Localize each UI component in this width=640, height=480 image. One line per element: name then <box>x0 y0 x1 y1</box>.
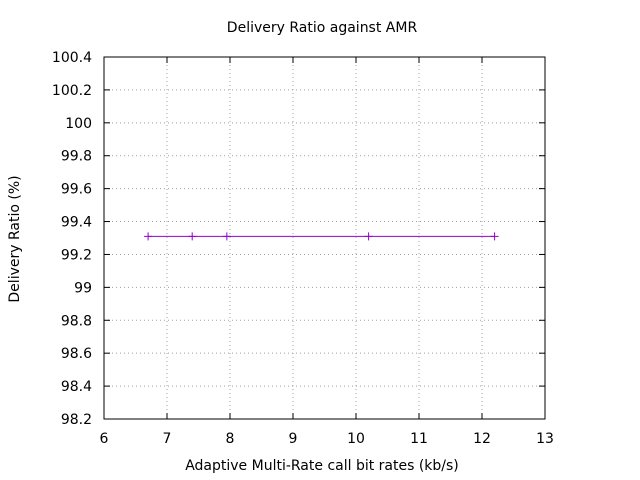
y-tick-label: 100 <box>65 116 92 132</box>
series <box>144 232 499 241</box>
y-tick-label: 99.4 <box>61 215 92 231</box>
y-tick-label: 98.6 <box>61 346 92 362</box>
grid <box>104 57 545 419</box>
x-tick-label: 11 <box>410 431 428 447</box>
y-tick-label: 98.4 <box>61 379 92 395</box>
y-tick-label: 100.2 <box>52 83 92 99</box>
x-tick-label: 8 <box>226 431 235 447</box>
y-tick-label: 99.6 <box>61 182 92 198</box>
x-axis-label: Adaptive Multi-Rate call bit rates (kb/s… <box>185 458 459 474</box>
data-point-marker <box>222 232 231 241</box>
x-tick-label: 9 <box>289 431 298 447</box>
x-tick-label: 7 <box>163 431 172 447</box>
data-point-marker <box>144 232 153 241</box>
tick-labels: 6 7 8 9 10 11 12 13 98.2 98.4 98.6 98.8 99 99.2 99.4 99… <box>52 50 554 447</box>
x-tick-label: 6 <box>100 431 109 447</box>
chart-title: Delivery Ratio against AMR <box>227 20 418 36</box>
y-tick-label: 100.4 <box>52 50 92 66</box>
x-tick-label: 13 <box>536 431 554 447</box>
y-axis-label: Delivery Ratio (%) <box>7 175 23 302</box>
y-tick-label: 99.2 <box>61 247 92 263</box>
y-tick-label: 98.8 <box>61 313 92 329</box>
y-tick-label: 99 <box>74 280 92 296</box>
y-tick-label: 99.8 <box>61 149 92 165</box>
x-tick-label: 12 <box>473 431 491 447</box>
y-tick-label: 98.2 <box>61 412 92 428</box>
data-point-marker <box>188 232 197 241</box>
data-point-marker <box>490 232 499 241</box>
data-point-marker <box>364 232 373 241</box>
axis-ticks <box>103 56 546 420</box>
x-tick-label: 10 <box>347 431 365 447</box>
plot-frame <box>103 56 546 420</box>
